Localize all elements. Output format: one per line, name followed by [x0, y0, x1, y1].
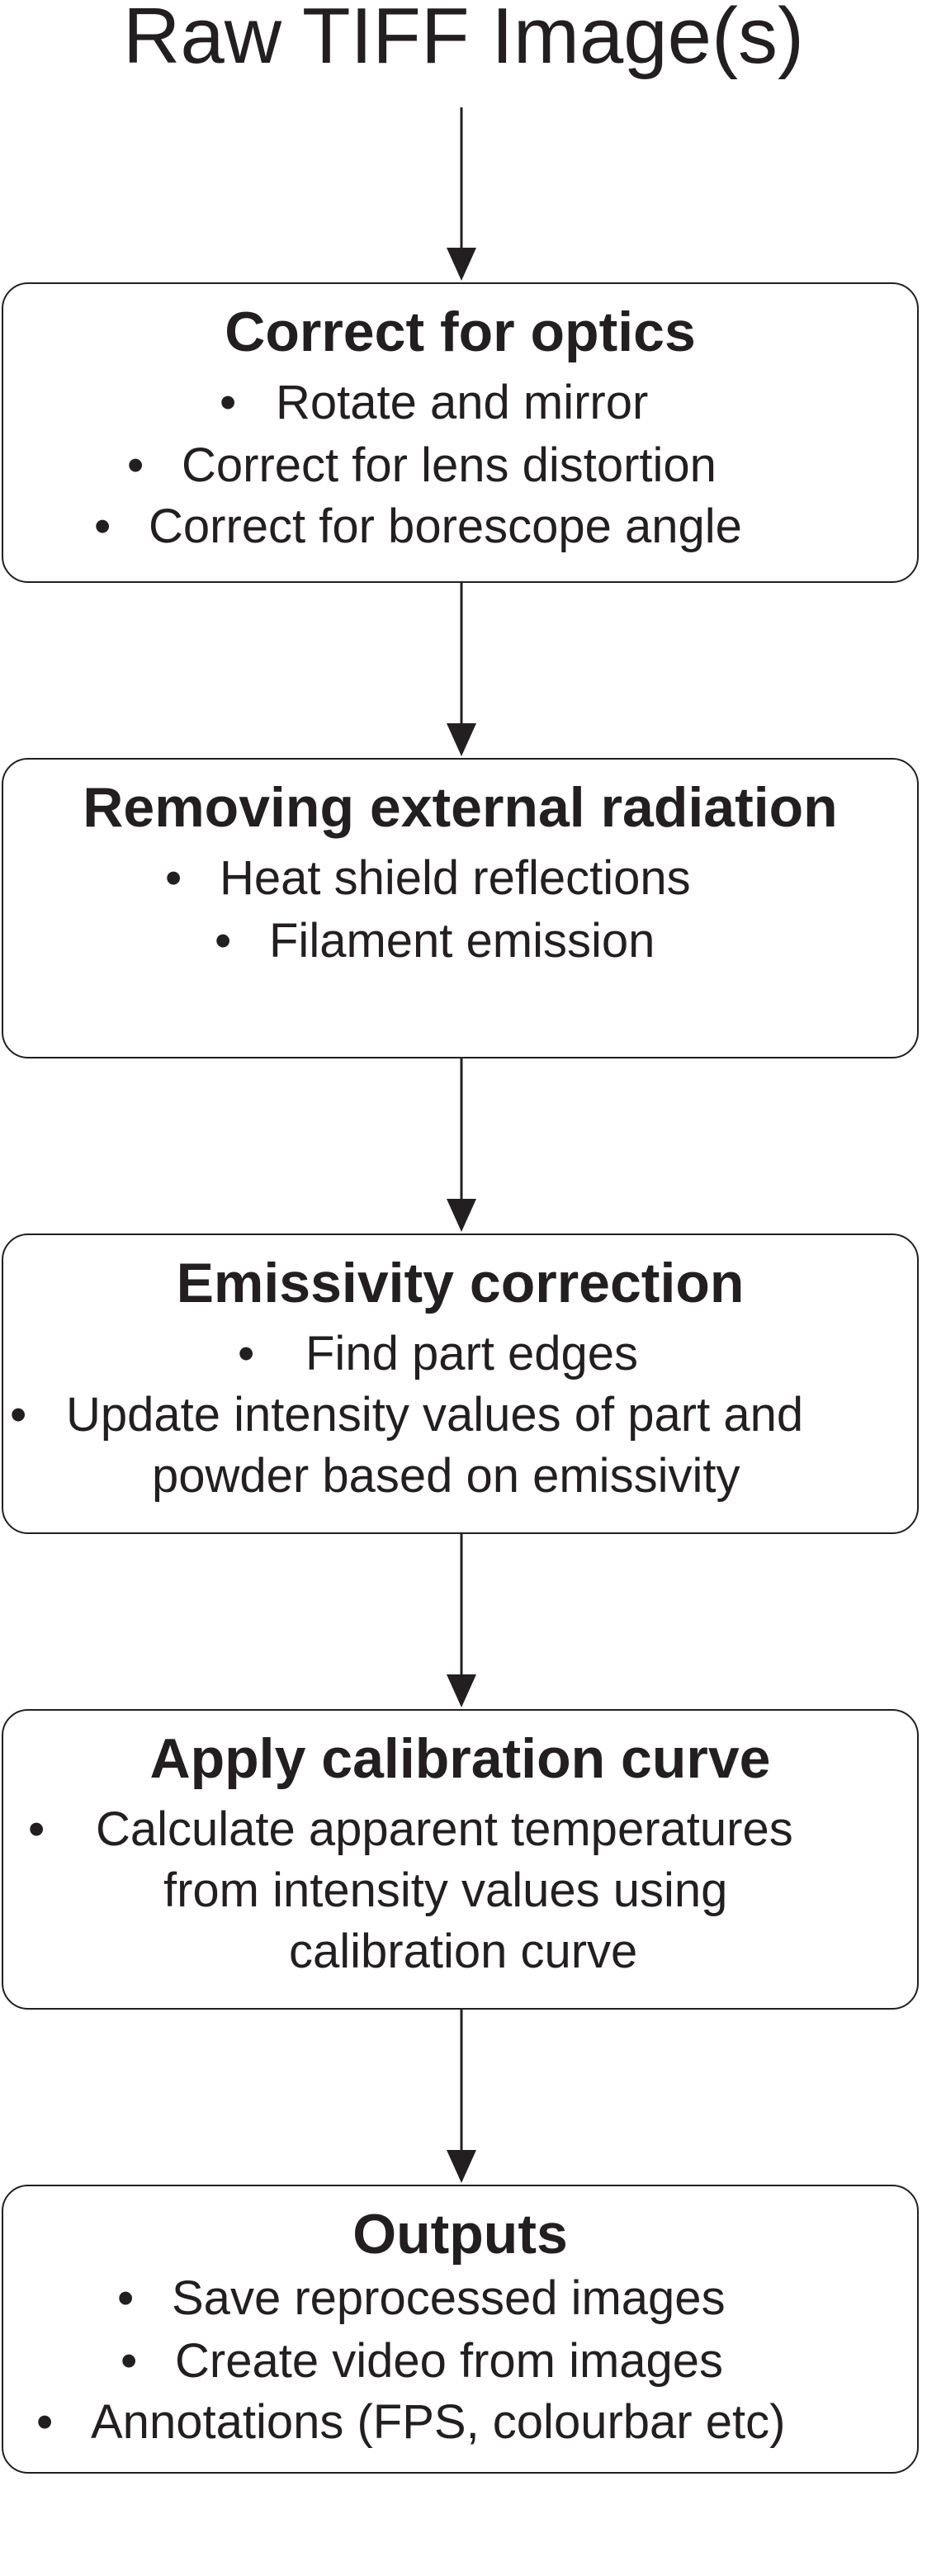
arrow-3-head	[447, 1199, 476, 1232]
step-box-calibration: Apply calibration curve • Calculate appa…	[2, 1709, 919, 2010]
step-item: Update intensity values of part and	[66, 1388, 804, 1442]
step-item: Find part edges	[305, 1327, 639, 1380]
step-box-emissivity: Emissivity correction • Find part edges …	[2, 1234, 919, 1534]
bullet: •	[121, 2334, 138, 2388]
step-item: Rotate and mirror	[276, 376, 649, 429]
bullet: •	[94, 500, 111, 553]
bullet: •	[220, 376, 237, 429]
diagram-title: Raw TIFF Image(s)	[123, 0, 804, 80]
step-item: from intensity values using	[163, 1863, 728, 1917]
step-title: Emissivity correction	[176, 1252, 745, 1314]
arrow-5-head	[447, 2150, 476, 2183]
bullet: •	[10, 1388, 27, 1442]
step-title: Apply calibration curve	[149, 1727, 771, 1790]
step-box-external-radiation: Removing external radiation • Heat shiel…	[2, 758, 919, 1058]
step-box-correct-optics: Correct for optics • Rotate and mirror •…	[2, 282, 919, 583]
bullet: •	[117, 2271, 135, 2325]
step-item: Filament emission	[269, 914, 655, 968]
step-item: Calculate apparent temperatures	[96, 1802, 793, 1856]
bullet: •	[238, 1327, 255, 1380]
step-item: powder based on emissivity	[152, 1449, 740, 1503]
arrow-4-head	[447, 1674, 476, 1707]
step-item: Heat shield reflections	[220, 851, 691, 905]
step-title: Correct for optics	[225, 301, 696, 363]
step-item: Create video from images	[175, 2334, 724, 2388]
step-box-outputs: Outputs • Save reprocessed images • Crea…	[2, 2185, 919, 2474]
bullet: •	[36, 2395, 54, 2449]
step-title: Outputs	[352, 2203, 568, 2266]
bullet: •	[165, 851, 182, 905]
step-item: Correct for lens distortion	[182, 438, 717, 492]
step-item: Annotations (FPS, colourbar etc)	[91, 2395, 786, 2449]
step-item: calibration curve	[289, 1925, 638, 1978]
step-item: Correct for borescope angle	[149, 500, 742, 553]
bullet: •	[215, 914, 232, 968]
arrow-2-head	[447, 723, 476, 756]
step-item: Save reprocessed images	[172, 2271, 726, 2325]
step-title: Removing external radiation	[83, 776, 838, 839]
bullet: •	[28, 1802, 45, 1856]
arrow-1-head	[447, 248, 476, 281]
bullet: •	[127, 438, 144, 492]
